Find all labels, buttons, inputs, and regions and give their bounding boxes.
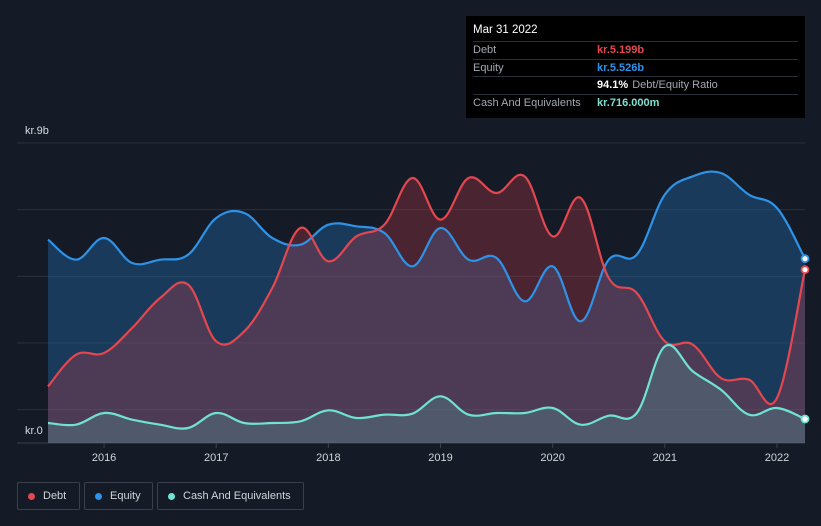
x-tick-label: 2020: [540, 452, 564, 464]
y-axis-top-label: kr.9b: [25, 125, 49, 137]
x-tick-label: 2022: [765, 452, 789, 464]
end-marker-cash-and-equivalents: [800, 414, 810, 424]
area-cash-and-equivalents: [48, 344, 805, 443]
tooltip-date: Mar 31 2022: [473, 24, 538, 36]
tooltip-label-cash: Cash And Equivalents: [473, 96, 581, 109]
legend-label-cash: Cash And Equivalents: [183, 490, 291, 502]
x-axis: 2016 2017 2018 2019 2020 2021 2022: [92, 443, 789, 464]
x-tick-label: 2018: [316, 452, 340, 464]
end-marker-equity: [800, 254, 810, 264]
legend-dot-cash: [168, 492, 175, 500]
tooltip-row-cash: Cash And Equivalents kr.716.000m: [473, 93, 798, 112]
area-debt: [48, 174, 805, 443]
legend-label-equity: Equity: [110, 490, 141, 502]
legend-item-cash[interactable]: Cash And Equivalents: [157, 482, 304, 510]
legend-item-debt[interactable]: Debt: [17, 482, 80, 510]
tooltip-row-ratio: 94.1% Debt/Equity Ratio: [473, 76, 798, 94]
tooltip-value-equity: kr.5.526b: [597, 61, 645, 74]
tooltip-label-debt: Debt: [473, 44, 497, 57]
tooltip-value-debt: kr.5.199b: [597, 44, 645, 57]
tooltip-row-equity: Equity kr.5.526b: [473, 58, 798, 77]
grid-lines: [17, 142, 805, 444]
line-debt: [47, 173, 807, 406]
legend-label-debt: Debt: [43, 490, 67, 502]
area-equity: [48, 171, 805, 443]
line-cash-and-equivalents: [47, 343, 806, 430]
tooltip-value-ratio: 94.1%: [597, 79, 629, 92]
x-tick-label: 2016: [92, 452, 116, 464]
series-lines: [47, 170, 807, 430]
tooltip-label-equity: Equity: [473, 61, 504, 74]
end-markers: [800, 254, 810, 424]
data-tooltip: Mar 31 2022 Debt kr.5.199b Equity kr.5.5…: [466, 16, 805, 118]
tooltip-value-cash: kr.716.000m: [597, 96, 660, 109]
y-axis-bottom-label: kr.0: [25, 425, 43, 437]
end-marker-debt: [800, 265, 810, 275]
series-areas: [48, 171, 805, 443]
x-tick-label: 2017: [204, 452, 228, 464]
x-tick-label: 2021: [653, 452, 677, 464]
legend-dot-equity: [95, 492, 102, 500]
line-equity: [47, 170, 806, 323]
legend-dot-debt: [28, 492, 35, 500]
legend-item-equity[interactable]: Equity: [84, 482, 153, 510]
tooltip-row-debt: Debt kr.5.199b: [473, 41, 798, 59]
x-tick-label: 2019: [428, 452, 452, 464]
tooltip-ratio-text: Debt/Equity Ratio: [632, 79, 718, 92]
